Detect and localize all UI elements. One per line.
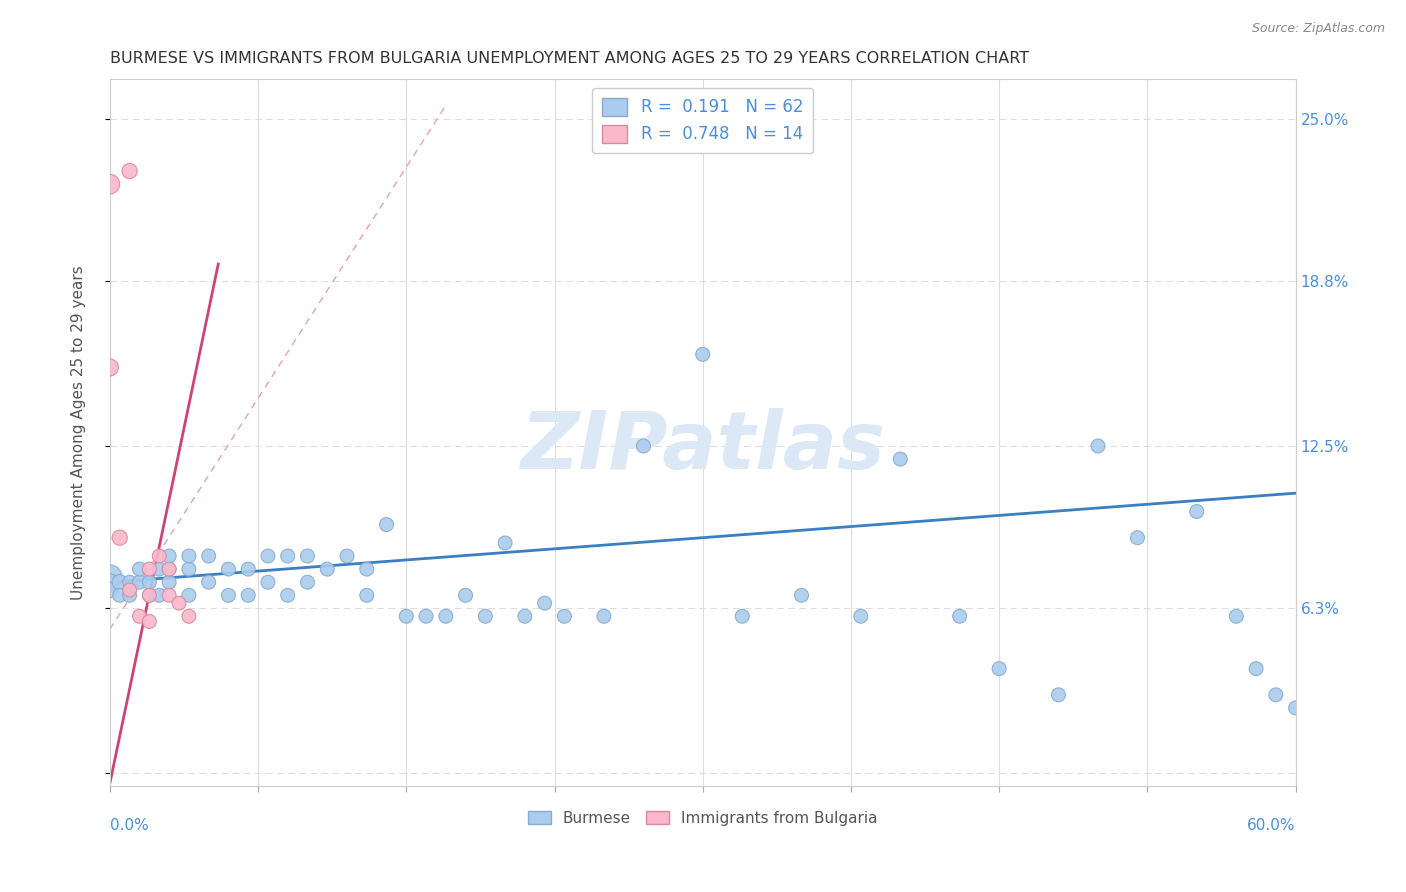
Point xyxy=(98,575,121,590)
Point xyxy=(849,609,872,624)
Point xyxy=(1047,688,1070,702)
Point xyxy=(177,609,200,624)
Point xyxy=(148,562,170,576)
Point xyxy=(138,615,160,629)
Point xyxy=(98,583,121,598)
Point xyxy=(434,609,457,624)
Point xyxy=(128,609,150,624)
Point xyxy=(988,662,1011,676)
Point xyxy=(474,609,496,624)
Point xyxy=(316,562,339,576)
Legend: Burmese, Immigrants from Bulgaria: Burmese, Immigrants from Bulgaria xyxy=(522,805,884,832)
Point xyxy=(108,575,131,590)
Point xyxy=(790,588,813,602)
Point xyxy=(157,562,180,576)
Point xyxy=(177,562,200,576)
Point xyxy=(118,164,141,178)
Point xyxy=(949,609,972,624)
Point xyxy=(375,517,398,532)
Point xyxy=(217,588,239,602)
Point xyxy=(1244,662,1267,676)
Point xyxy=(1185,504,1208,518)
Point xyxy=(277,588,299,602)
Point xyxy=(415,609,437,624)
Point xyxy=(336,549,359,563)
Point xyxy=(98,360,121,375)
Point xyxy=(108,588,131,602)
Point xyxy=(494,536,516,550)
Point xyxy=(157,562,180,576)
Point xyxy=(108,531,131,545)
Text: 60.0%: 60.0% xyxy=(1247,818,1295,833)
Y-axis label: Unemployment Among Ages 25 to 29 years: Unemployment Among Ages 25 to 29 years xyxy=(72,266,86,600)
Point xyxy=(118,583,141,598)
Point xyxy=(731,609,754,624)
Point xyxy=(157,575,180,590)
Point xyxy=(356,588,378,602)
Point xyxy=(513,609,536,624)
Point xyxy=(238,562,260,576)
Point xyxy=(356,562,378,576)
Point xyxy=(257,575,280,590)
Point xyxy=(148,588,170,602)
Point xyxy=(148,549,170,563)
Point xyxy=(454,588,477,602)
Point xyxy=(297,575,319,590)
Point xyxy=(1126,531,1149,545)
Point xyxy=(1225,609,1247,624)
Point xyxy=(197,575,219,590)
Point xyxy=(1284,701,1306,715)
Point xyxy=(889,452,911,467)
Point xyxy=(593,609,616,624)
Point xyxy=(238,588,260,602)
Point xyxy=(297,549,319,563)
Point xyxy=(98,570,121,584)
Point xyxy=(177,549,200,563)
Point xyxy=(633,439,655,453)
Point xyxy=(157,549,180,563)
Point xyxy=(692,347,714,361)
Point xyxy=(177,588,200,602)
Point xyxy=(395,609,418,624)
Text: 0.0%: 0.0% xyxy=(110,818,149,833)
Point xyxy=(1087,439,1109,453)
Point xyxy=(157,588,180,602)
Point xyxy=(217,562,239,576)
Text: BURMESE VS IMMIGRANTS FROM BULGARIA UNEMPLOYMENT AMONG AGES 25 TO 29 YEARS CORRE: BURMESE VS IMMIGRANTS FROM BULGARIA UNEM… xyxy=(110,51,1029,66)
Point xyxy=(118,575,141,590)
Point xyxy=(277,549,299,563)
Text: Source: ZipAtlas.com: Source: ZipAtlas.com xyxy=(1251,22,1385,36)
Point xyxy=(197,549,219,563)
Point xyxy=(533,596,555,610)
Point xyxy=(118,588,141,602)
Point xyxy=(138,562,160,576)
Point xyxy=(1264,688,1286,702)
Point xyxy=(553,609,575,624)
Point xyxy=(128,562,150,576)
Point xyxy=(128,575,150,590)
Point xyxy=(138,588,160,602)
Point xyxy=(257,549,280,563)
Point xyxy=(167,596,190,610)
Text: ZIPatlas: ZIPatlas xyxy=(520,408,886,486)
Point xyxy=(138,588,160,602)
Point xyxy=(98,177,121,191)
Point xyxy=(138,575,160,590)
